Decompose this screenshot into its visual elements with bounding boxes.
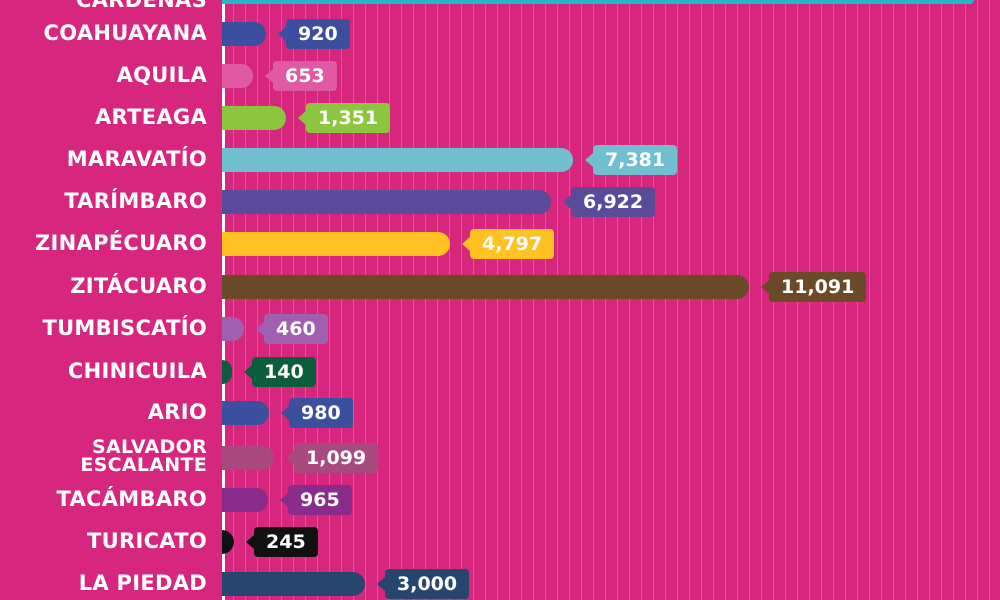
value-label-tarimbaro: 6,922 [562,187,656,217]
value-label-la-piedad: 3,000 [376,569,470,599]
value-label-arteaga: 1,351 [297,103,391,133]
bar-aquila [222,64,253,88]
bar-cardenas [222,0,974,4]
bar-tumbiscatio [222,317,244,341]
category-label-maravatio: MARAVATÍO [66,147,207,171]
value-label-coahuayana: 920 [278,19,350,49]
category-label-tarimbaro: TARÍMBARO [64,189,207,213]
bar-ario [222,401,269,425]
bar-maravatio [222,148,573,172]
bar-arteaga [222,106,286,130]
value-label-turicato: 245 [246,527,318,557]
value-label-aquila: 653 [265,61,337,91]
category-label-salvador-escalante: SALVADOR ESCALANTE [80,436,207,476]
value-label-zitacuaro: 11,091 [760,272,867,302]
value-label-tacambaro: 965 [280,485,352,515]
value-label-salvador-escalante: 1,099 [285,443,379,473]
category-label-aquila: AQUILA [116,63,207,87]
bar-chinicuila [222,360,232,384]
category-label-arteaga: ARTEAGA [95,105,207,129]
bar-zinapecuaro [222,232,450,256]
category-label-zitacuaro: ZITÁCUARO [70,274,207,298]
category-label-cardenas: CÁRDENAS [76,0,207,12]
value-label-ario: 980 [281,398,353,428]
bar-turicato [222,530,234,554]
bar-la-piedad [222,572,365,596]
category-label-zinapecuaro: ZINAPÉCUARO [35,231,207,255]
category-label-tacambaro: TACÁMBARO [56,487,207,511]
category-label-coahuayana: COAHUAYANA [43,21,207,45]
category-label-ario: ARIO [147,400,207,424]
value-label-chinicuila: 140 [244,357,316,387]
bar-salvador-escalante [222,446,274,470]
axis-line [222,0,225,600]
value-label-maravatio: 7,381 [584,145,678,175]
value-label-zinapecuaro: 4,797 [461,229,555,259]
bar-coahuayana [222,22,266,46]
bar-zitacuaro [222,275,749,299]
category-label-chinicuila: CHINICUILA [67,359,207,383]
category-label-la-piedad: LA PIEDAD [78,571,207,595]
category-label-tumbiscatio: TUMBISCATÍO [42,316,207,340]
category-label-turicato: TURICATO [87,529,207,553]
bar-tacambaro [222,488,268,512]
bar-tarimbaro [222,190,551,214]
value-label-tumbiscatio: 460 [256,314,328,344]
